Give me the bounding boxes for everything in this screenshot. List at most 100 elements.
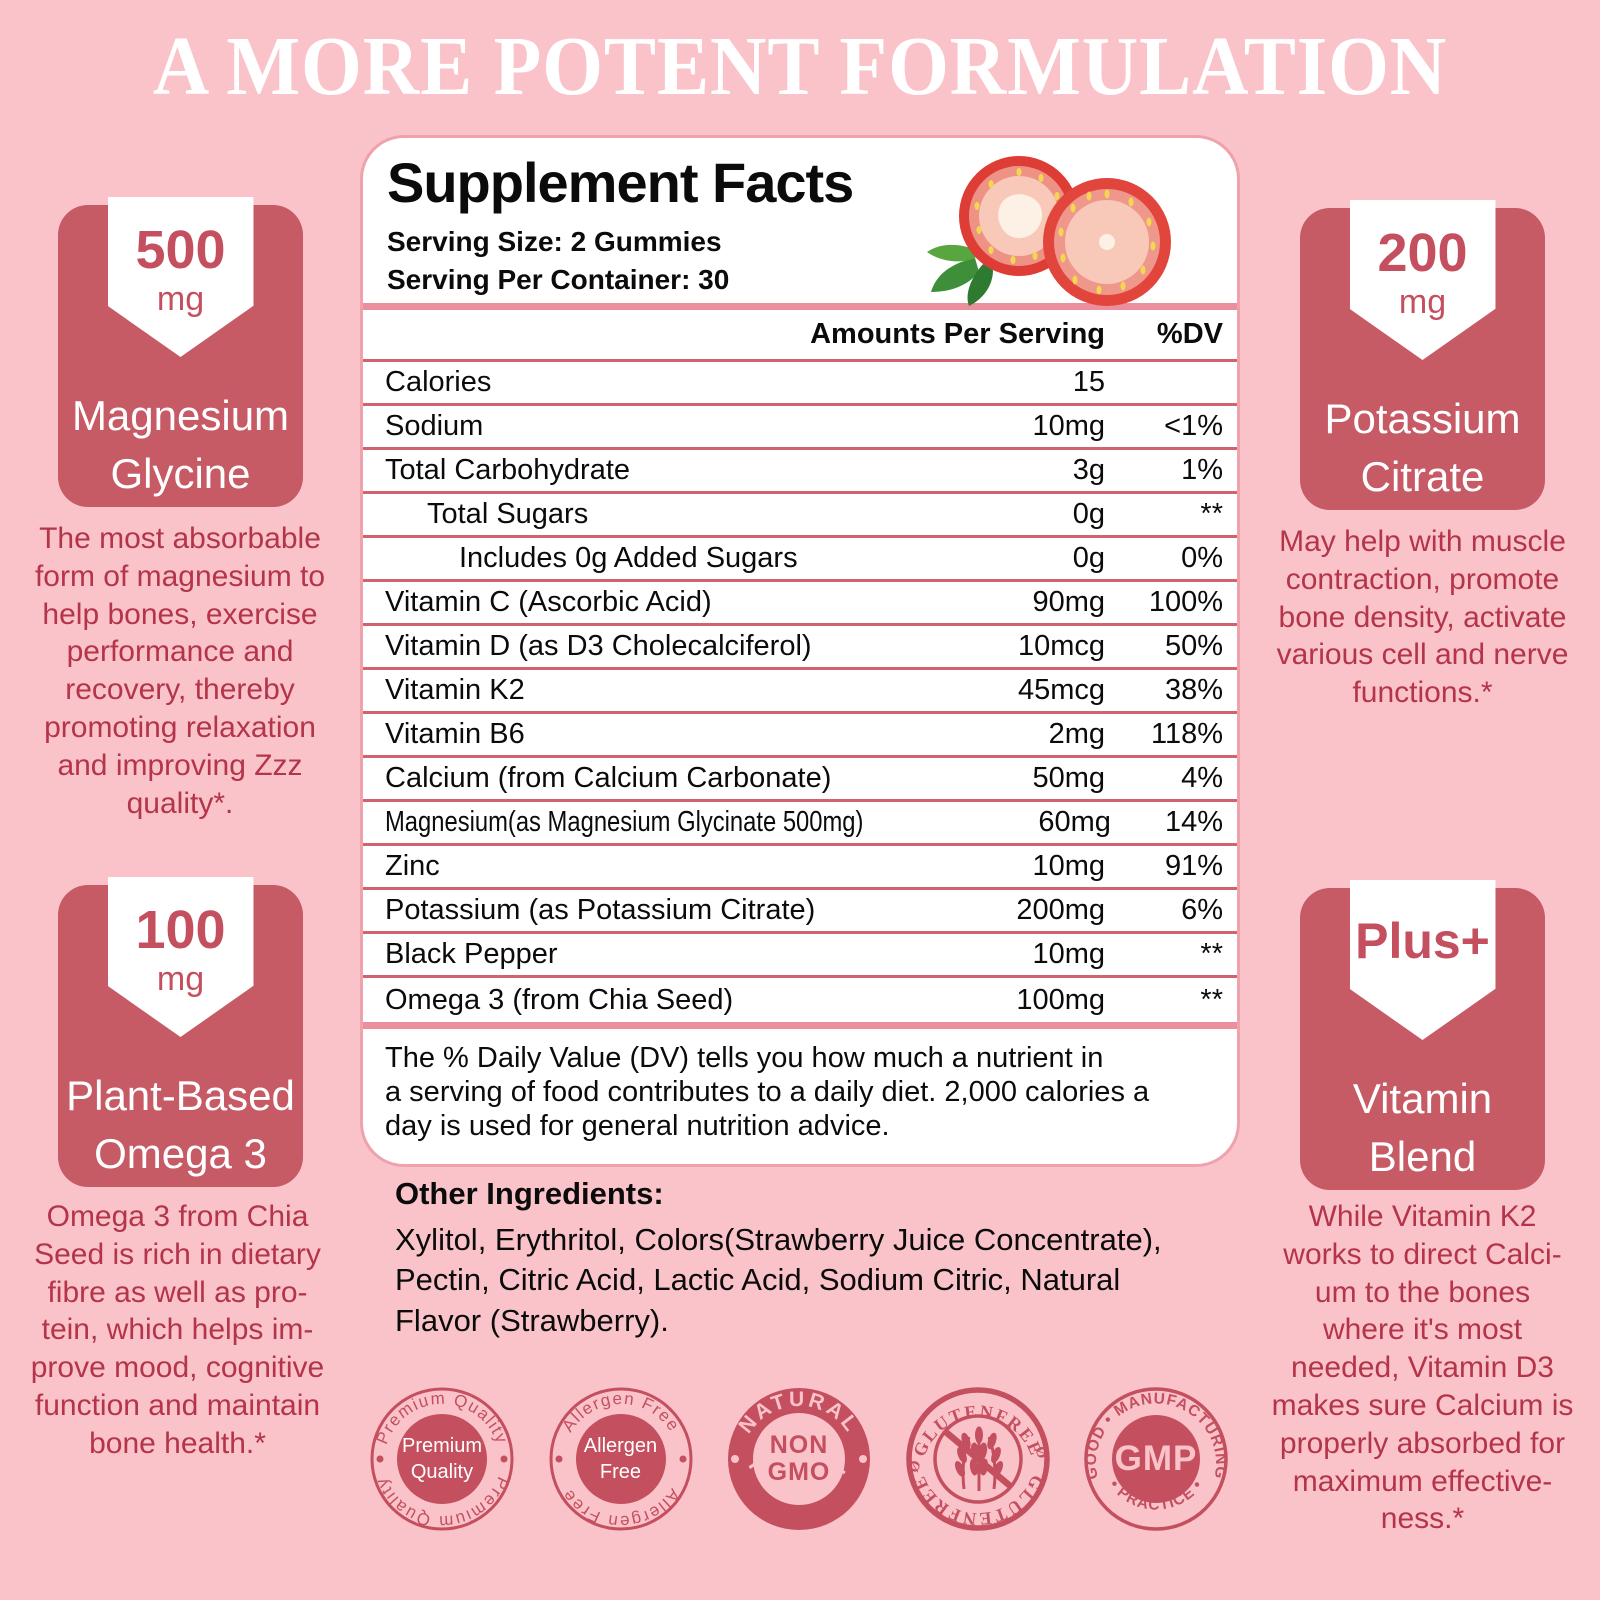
table-row-vitamin-b6: Vitamin B6 2mg 118% xyxy=(363,714,1237,758)
nutrient-dv: ** xyxy=(1200,983,1223,1016)
table-row-carbohydrate: Total Carbohydrate 3g 1% xyxy=(363,450,1237,494)
nutrient-name: Calories xyxy=(385,366,492,398)
nutrient-name-text: Magnesium(as Magnesium Glycinate 500mg) xyxy=(385,806,864,838)
certification-stamps: Premium Quality Premium Quality Premium … xyxy=(366,1383,1232,1535)
nutrient-dv: <1% xyxy=(1164,410,1223,442)
divider-thick-top xyxy=(363,303,1237,310)
ribbon-potassium: 200 mg xyxy=(1349,200,1496,360)
no-symbol-left: Ø xyxy=(905,1458,924,1474)
table-row-black-pepper: Black Pepper 10mg ** xyxy=(363,934,1237,978)
nutrient-dv: 1% xyxy=(1181,454,1223,486)
nutrient-amount: 10mg xyxy=(1032,410,1105,442)
nutrient-dv: 0% xyxy=(1181,542,1223,574)
table-row-sodium: Sodium 10mg <1% xyxy=(363,406,1237,450)
gmp-seal: GOOD • MANUFACTURING • PRACTICE • xyxy=(1083,1387,1228,1531)
badge-number: 200 xyxy=(1377,223,1468,283)
nutrient-name: Vitamin K2 xyxy=(385,674,525,706)
nutrient-amount: 15 xyxy=(1072,366,1105,398)
badge-card-magnesium: 500 mg Magnesium Glycine xyxy=(58,197,303,507)
nutrient-dv: 50% xyxy=(1164,630,1223,662)
nutrient-dv: 118% xyxy=(1150,718,1223,750)
nutrient-amount: 3g xyxy=(1072,454,1105,486)
nutrient-dv: 100% xyxy=(1148,586,1223,618)
badge-number: 500 xyxy=(135,220,226,280)
strawberry-slice-front xyxy=(1043,178,1171,306)
badge-label: Potassium Citrate xyxy=(1324,395,1521,500)
badge-description-vitamin-blend: While Vitamin K2 works to direct Calci- … xyxy=(1271,1200,1574,1536)
badge-number: Plus+ xyxy=(1355,913,1490,969)
nutrient-name: Vitamin C (Ascorbic Acid) xyxy=(385,586,712,618)
badge-description-omega3: Omega 3 from Chia Seed is rich in dietar… xyxy=(30,1200,325,1460)
non-gmo-stamp-icon: NATURAL PRODUCT NON GMO xyxy=(723,1383,875,1535)
badge-unit: mg xyxy=(1398,283,1447,321)
nutrient-amount: 45mcg xyxy=(1017,674,1105,706)
nutrient-name: Total Sugars xyxy=(427,498,589,530)
table-row-potassium: Potassium (as Potassium Citrate) 200mg 6% xyxy=(363,890,1237,934)
table-row-vitamin-k2: Vitamin K2 45mcg 38% xyxy=(363,670,1237,714)
badge-card-potassium: 200 mg Potassium Citrate xyxy=(1300,200,1545,510)
nutrient-dv: 14% xyxy=(1164,806,1223,838)
nutrient-amount: 0g xyxy=(1072,542,1105,574)
supplement-facts-panel: Supplement Facts Serving Size: 2 Gummies… xyxy=(360,135,1240,1167)
gluten-free-stamp-icon: GLUTENFREE GLUTENFREE Ø Ø xyxy=(902,1383,1054,1535)
wheat-icon xyxy=(943,1426,1012,1492)
nutrient-amount: 100mg xyxy=(1016,983,1105,1016)
table-row-omega3: Omega 3 (from Chia Seed) 100mg ** xyxy=(363,978,1237,1022)
other-ingredients-body: Xylitol, Erythritol, Colors(Strawberry J… xyxy=(395,1222,1162,1338)
nutrient-amount: 10mcg xyxy=(1017,630,1105,662)
col-amounts-label: Amounts Per Serving xyxy=(810,318,1105,350)
strawberry-image xyxy=(927,156,1171,306)
table-header-row: Amounts Per Serving %DV xyxy=(363,310,1237,362)
dv-footnote: The % Daily Value (DV) tells you how muc… xyxy=(385,1042,1150,1143)
nutrient-name: Total Carbohydrate xyxy=(385,454,631,486)
badge-description-magnesium: The most absorbable form of magnesium to… xyxy=(34,522,326,820)
non-gmo-seal: NATURAL PRODUCT xyxy=(728,1388,870,1530)
nutrient-amount: 90mg xyxy=(1032,586,1105,618)
nutrient-amount: 2mg xyxy=(1048,718,1105,750)
table-row-magnesium: Magnesium(as Magnesium Glycinate 500mg) 6… xyxy=(363,802,1237,846)
nutrient-amount: 10mg xyxy=(1032,850,1105,882)
table-row-vitamin-c: Vitamin C (Ascorbic Acid) 90mg 100% xyxy=(363,582,1237,626)
nutrient-name: Potassium (as Potassium Citrate) xyxy=(385,894,816,926)
nutrient-name: Omega 3 (from Chia Seed) xyxy=(385,983,734,1016)
table-row-vitamin-d: Vitamin D (as D3 Cholecalciferol) 10mcg 50… xyxy=(363,626,1237,670)
badge-unit: mg xyxy=(156,280,205,318)
badge-label: Vitamin Blend xyxy=(1352,1075,1493,1180)
nutrient-name: Vitamin B6 xyxy=(385,718,525,750)
badge-description-potassium: May help with muscle contraction, promot… xyxy=(1276,525,1569,710)
page-title: A MORE POTENT FORMULATION xyxy=(152,20,1448,113)
nutrient-dv: ** xyxy=(1200,938,1223,970)
supplement-facts-title: Supplement Facts xyxy=(387,151,854,214)
ribbon-magnesium: 500 mg xyxy=(107,197,254,357)
premium-quality-seal: Premium Quality Premium Quality xyxy=(370,1387,514,1531)
other-ingredients-heading: Other Ingredients: xyxy=(395,1176,664,1211)
nutrient-amount: 50mg xyxy=(1032,762,1105,794)
serving-size: Serving Size: 2 Gummies xyxy=(387,226,722,257)
allergen-free-seal: Allergen Free Allergen Free xyxy=(549,1387,692,1531)
nutrient-name: Black Pepper xyxy=(385,938,558,970)
nutrient-name: Zinc xyxy=(385,850,440,882)
nutrient-name: Sodium xyxy=(385,410,484,442)
badge-label: Plant-Based Omega 3 xyxy=(66,1072,295,1177)
gmp-stamp-icon: GOOD • MANUFACTURING • PRACTICE • GMP xyxy=(1080,1383,1232,1535)
nutrient-dv: 6% xyxy=(1181,894,1223,926)
badge-number: 100 xyxy=(135,900,226,960)
nutrient-amount: 200mg xyxy=(1016,894,1105,926)
badge-card-vitamin-blend: Plus+ Vitamin Blend xyxy=(1300,880,1545,1190)
nutrient-name: Vitamin D (as D3 Cholecalciferol) xyxy=(385,630,812,662)
premium-quality-stamp-icon: Premium Quality Premium Quality Premium … xyxy=(366,1383,518,1535)
badge-label: Magnesium Glycine xyxy=(71,392,290,497)
other-ingredients: Other Ingredients: Xylitol, Erythritol, … xyxy=(395,1176,1205,1341)
nutrient-name: Includes 0g Added Sugars xyxy=(459,542,798,574)
no-symbol-right: Ø xyxy=(1031,1444,1050,1460)
badge-unit: mg xyxy=(156,960,205,998)
table-row-calories: Calories 15 xyxy=(363,362,1237,406)
nutrient-dv: 4% xyxy=(1181,762,1223,794)
col-dv-label: %DV xyxy=(1156,318,1223,350)
nutrient-amount: 10mg xyxy=(1032,938,1105,970)
table-row-total-sugars: Total Sugars 0g ** xyxy=(363,494,1237,538)
strawberry-leaves xyxy=(927,244,993,306)
badge-card-omega3: 100 mg Plant-Based Omega 3 xyxy=(58,877,303,1187)
nutrient-amount: 60mg xyxy=(1038,806,1111,838)
nutrient-dv: ** xyxy=(1200,498,1223,530)
